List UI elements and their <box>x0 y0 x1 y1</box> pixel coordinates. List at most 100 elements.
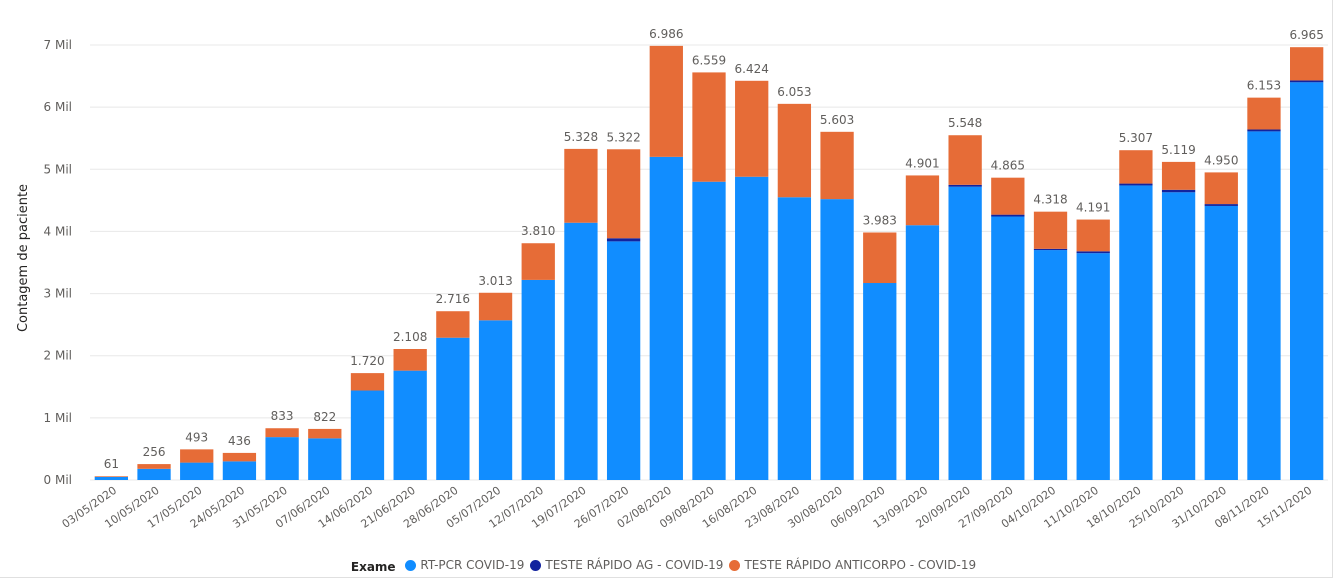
data-label: 6.965 <box>1289 28 1323 42</box>
data-label: 6.153 <box>1247 79 1281 93</box>
bar-segment <box>478 292 513 321</box>
bar-segment <box>777 103 812 198</box>
data-label: 4.950 <box>1204 153 1238 167</box>
y-tick-label: 3 Mil <box>44 287 72 301</box>
bar-segment <box>350 373 385 391</box>
bar-segment <box>1290 47 1324 81</box>
data-label: 5.307 <box>1119 131 1153 145</box>
bar-segment <box>94 476 128 480</box>
data-label: 2.716 <box>436 292 470 306</box>
bar-segment <box>948 135 982 185</box>
data-label: 61 <box>104 457 119 471</box>
bar-segment <box>308 438 342 480</box>
data-label: 5.322 <box>606 130 640 144</box>
data-label: 3.013 <box>478 274 512 288</box>
x-axis: 03/05/202010/05/202017/05/202024/05/2020… <box>60 484 1315 531</box>
bar-segment <box>564 222 598 480</box>
bar-segment <box>265 437 299 480</box>
bar-segment <box>1161 189 1196 193</box>
y-tick-label: 1 Mil <box>44 411 72 425</box>
bar-segment <box>649 45 683 157</box>
bar-segment <box>1033 211 1068 249</box>
bar-segment <box>521 243 555 280</box>
bar-segment <box>1119 183 1153 186</box>
bar-segment <box>1076 219 1110 252</box>
bar-segment <box>1033 250 1068 480</box>
bar-segment <box>1119 150 1153 184</box>
data-label: 1.720 <box>350 354 384 368</box>
bar-segment <box>137 468 171 480</box>
bar-segment <box>1204 172 1238 205</box>
bar-segment <box>1076 253 1110 480</box>
bar-segment <box>606 149 641 239</box>
legend-item[interactable]: TESTE RÁPIDO AG - COVID-19 <box>530 558 723 572</box>
bar-segment <box>393 349 427 371</box>
data-label: 2.108 <box>393 330 427 344</box>
bar-segment <box>478 320 513 480</box>
y-tick-label: 0 Mil <box>44 473 72 487</box>
bar-segment <box>820 131 854 200</box>
bar-segment <box>649 156 683 480</box>
bar-segment <box>948 184 982 187</box>
data-label: 6.053 <box>777 85 811 99</box>
bar-segment <box>1247 131 1281 480</box>
bar-segment <box>1119 185 1153 480</box>
data-label: 6.424 <box>735 62 769 76</box>
bar-segment <box>222 461 257 480</box>
bar-segment <box>777 197 812 480</box>
data-label: 5.328 <box>564 130 598 144</box>
legend-dot-icon <box>405 559 417 571</box>
y-tick-label: 2 Mil <box>44 349 72 363</box>
bar-segment <box>1290 80 1324 83</box>
data-label: 4.318 <box>1033 193 1067 207</box>
data-label: 6.559 <box>692 53 726 67</box>
y-axis: 0 Mil 1 Mil 2 Mil 3 Mil 4 Mil 5 Mil 6 Mil 7 Mil <box>44 38 72 487</box>
legend-items: RT-PCR COVID-19 TESTE RÁPIDO AG - COVID-1… <box>405 558 982 574</box>
bar-segment <box>180 449 214 463</box>
bar-segment <box>1076 251 1110 254</box>
legend-label: TESTE RÁPIDO ANTICORPO - COVID-19 <box>744 558 977 572</box>
bar-segment <box>94 476 128 477</box>
legend-item[interactable]: TESTE RÁPIDO ANTICORPO - COVID-19 <box>729 558 976 572</box>
legend-label: RT-PCR COVID-19 <box>420 558 525 572</box>
bar-segment <box>180 462 214 480</box>
data-label: 5.548 <box>948 116 982 130</box>
data-label: 4.901 <box>905 156 939 170</box>
y-tick-label: 4 Mil <box>44 224 72 238</box>
data-label: 5.119 <box>1161 143 1195 157</box>
legend-label: TESTE RÁPIDO AG - COVID-19 <box>545 558 724 572</box>
data-label: 436 <box>228 434 251 448</box>
bar-segment <box>521 279 555 480</box>
data-label: 3.810 <box>521 224 555 238</box>
data-label: 5.603 <box>820 113 854 127</box>
data-label: 6.986 <box>649 27 683 41</box>
data-label: 3.983 <box>863 213 897 227</box>
bar-segment <box>265 428 299 438</box>
bar-segment <box>222 452 257 462</box>
bar-segment <box>1033 248 1068 251</box>
bar-segment <box>1204 205 1238 480</box>
bar-segment <box>1290 82 1324 481</box>
bar-segment <box>308 428 342 439</box>
bar-segment <box>991 214 1025 217</box>
legend-dot-icon <box>530 559 542 571</box>
legend: Exame RT-PCR COVID-19 TESTE RÁPIDO AG - C… <box>0 558 1333 574</box>
data-label: 256 <box>143 445 166 459</box>
bar-segment <box>735 80 769 177</box>
bar-segment <box>393 370 427 480</box>
bar-segment <box>436 337 470 480</box>
y-tick-label: 5 Mil <box>44 162 72 176</box>
bar-segment <box>1247 97 1281 130</box>
bar-segment <box>1204 204 1238 206</box>
bar-segment <box>1161 192 1196 480</box>
bar-segment <box>606 241 641 480</box>
legend-item[interactable]: RT-PCR COVID-19 <box>405 558 524 572</box>
legend-title: Exame <box>350 559 396 574</box>
bar-segment <box>692 72 726 182</box>
bar-segment <box>905 225 940 480</box>
bar-segment <box>991 216 1025 480</box>
bar-segment <box>905 175 940 226</box>
legend-dot-icon <box>729 559 741 571</box>
bar-segment <box>436 311 470 338</box>
